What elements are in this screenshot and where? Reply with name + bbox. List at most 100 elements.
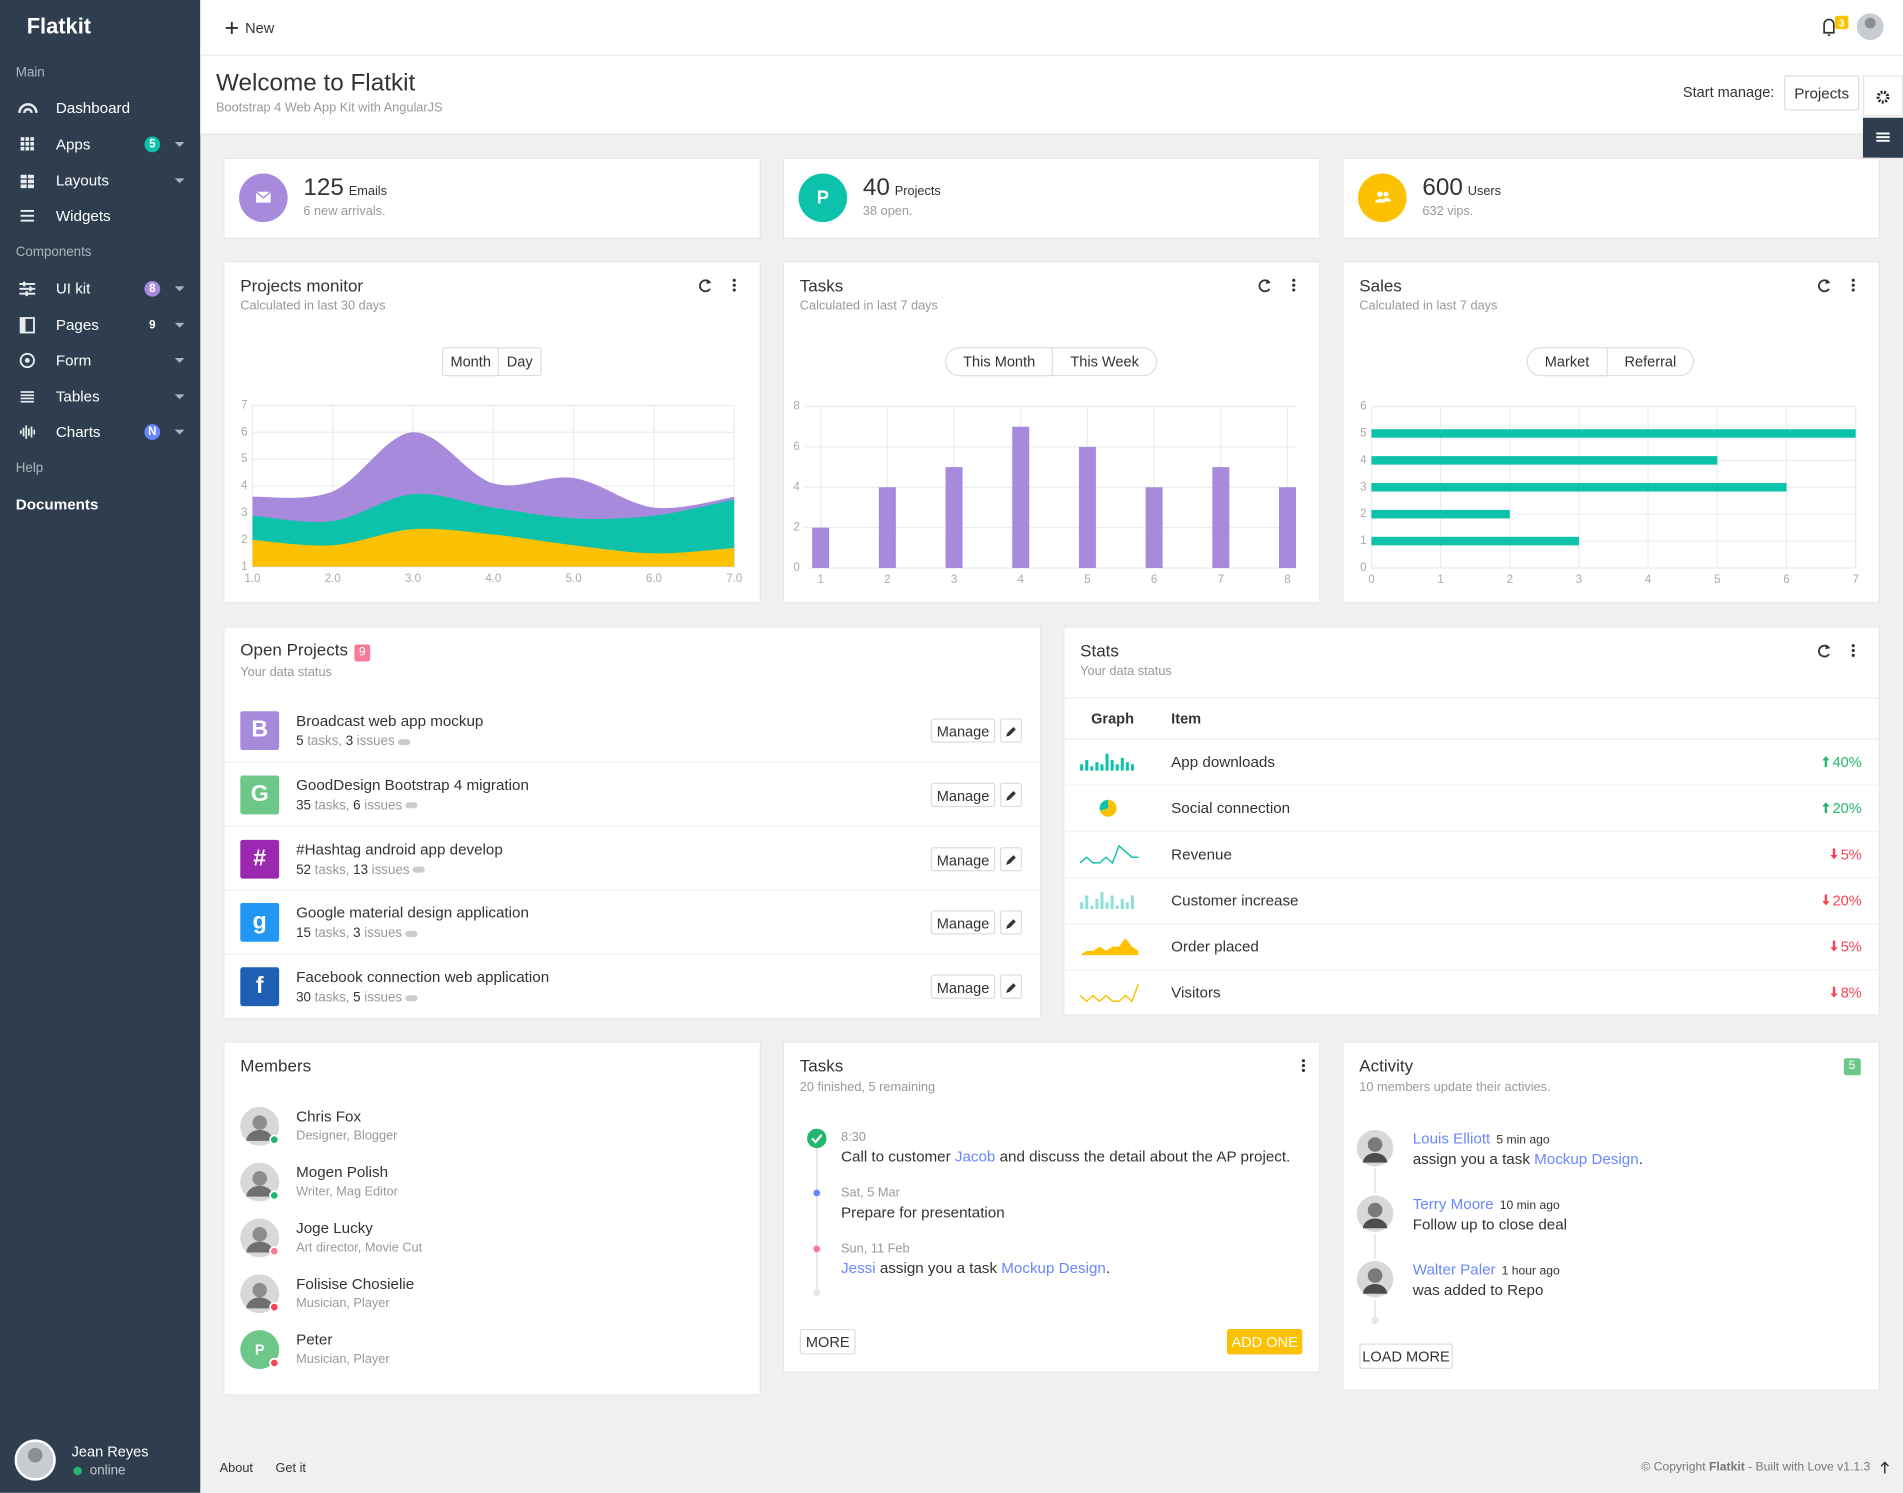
gear-icon <box>1876 90 1890 104</box>
activity-text: assign you a task Mockup Design. <box>1413 1151 1643 1168</box>
link[interactable]: Jessi <box>841 1259 876 1277</box>
edit-button <box>1000 718 1022 743</box>
nav-icon <box>25 141 30 146</box>
tab[interactable]: Day <box>499 347 542 377</box>
avatar-face <box>252 1115 268 1130</box>
nav-item[interactable]: Charts <box>55 423 101 441</box>
member-role: Art director, Movie Cut <box>296 1240 423 1255</box>
member-name[interactable]: Joge Lucky <box>296 1219 373 1237</box>
spark-line <box>1079 844 1139 865</box>
nav-item[interactable]: Dashboard <box>55 99 131 117</box>
member-name[interactable]: Folisise Chosielie <box>296 1275 415 1293</box>
avatar-body <box>246 1241 274 1253</box>
manage-select[interactable]: Projects <box>1784 75 1860 111</box>
summary-value-line: 600 Users <box>1422 174 1501 202</box>
footer-link[interactable]: About <box>219 1461 253 1476</box>
tab[interactable]: This Week <box>1053 347 1158 377</box>
footer-link[interactable]: Get it <box>275 1461 306 1476</box>
load-more-button[interactable]: LOAD MORE <box>1359 1343 1453 1369</box>
nav-icon <box>20 179 27 184</box>
sidebar <box>0 0 201 1493</box>
activity-time: 1 hour ago <box>1501 1264 1560 1278</box>
add-button[interactable]: ADD ONE <box>1227 1328 1303 1355</box>
nav-icon <box>19 352 35 369</box>
column-header: Item <box>1171 709 1202 727</box>
tab[interactable]: Referral <box>1607 347 1695 377</box>
new-button[interactable]: New <box>245 19 275 37</box>
manage-button[interactable]: Manage <box>930 782 996 807</box>
progress-pill <box>405 930 418 937</box>
project-name[interactable]: Google material design application <box>296 904 529 922</box>
bell-icon <box>1823 18 1835 37</box>
link[interactable]: Mockup Design <box>1001 1259 1106 1277</box>
caret <box>174 429 185 435</box>
project-name[interactable]: Broadcast web app mockup <box>296 712 484 730</box>
x-tick-label: 1 <box>817 574 823 586</box>
spark-bar <box>1110 760 1114 771</box>
member-role: Designer, Blogger <box>296 1128 398 1144</box>
manage-button[interactable]: Manage <box>930 846 996 871</box>
project-meta: 5 tasks, 3 issues <box>296 734 411 749</box>
timeline-marker <box>807 1128 827 1149</box>
task-text: Call to customer Jacob and discuss the d… <box>841 1148 1290 1165</box>
x-tick-label: 5 <box>1084 574 1090 586</box>
spark-bar <box>1105 902 1109 910</box>
pencil-icon <box>1006 983 1016 994</box>
project-name[interactable]: GoodDesign Bootstrap 4 migration <box>296 776 529 794</box>
manage-button[interactable]: Manage <box>930 910 996 935</box>
nav-badge: 8 <box>149 282 156 296</box>
tab[interactable]: Month <box>441 347 500 377</box>
notification-badge[interactable]: 3 <box>1838 16 1845 29</box>
task-text-part: assign you a task <box>875 1259 1002 1277</box>
x-tick-label: 4.0 <box>485 573 501 585</box>
nav-item[interactable]: Form <box>55 351 92 369</box>
trend-arrow <box>1822 802 1830 814</box>
manage-button[interactable]: Manage <box>930 718 996 743</box>
tab[interactable]: This Month <box>944 347 1054 377</box>
nav-item[interactable]: Documents <box>15 496 99 514</box>
stat-change: 40% <box>1822 754 1862 771</box>
x-tick-label: 6 <box>1783 574 1789 586</box>
member-role: Musician, Player <box>296 1352 390 1367</box>
stat-change: 8% <box>1830 984 1862 1001</box>
timeline-marker <box>813 1189 821 1197</box>
nav-icon <box>20 146 25 151</box>
refresh-icon <box>1265 279 1271 284</box>
task-time: Sat, 5 Mar <box>841 1185 900 1201</box>
project-icon: B <box>240 711 280 751</box>
tab[interactable]: Market <box>1526 347 1608 377</box>
x-tick-label: 7 <box>1852 574 1858 586</box>
caret <box>174 358 185 363</box>
nav-item[interactable]: Widgets <box>55 207 111 225</box>
refresh-icon <box>706 279 712 284</box>
activity-name[interactable]: Louis Elliott <box>1412 1129 1491 1147</box>
project-name[interactable]: #Hashtag android app develop <box>296 840 503 858</box>
trend-arrow <box>1830 848 1838 860</box>
member-name[interactable]: Mogen Polish <box>296 1163 389 1181</box>
member-name[interactable]: Peter <box>296 1331 333 1349</box>
spark-bar <box>1080 902 1084 910</box>
card-title: Sales <box>1359 275 1402 295</box>
nav-icon <box>20 209 34 212</box>
nav-item[interactable]: UI kit <box>55 280 91 298</box>
more-button[interactable]: MORE <box>799 1328 856 1355</box>
member-name[interactable]: Chris Fox <box>296 1108 362 1126</box>
manage-button[interactable]: Manage <box>930 974 996 1000</box>
y-tick-label: 6 <box>241 426 247 438</box>
link[interactable]: Jacob <box>954 1148 996 1166</box>
nav-section: Main <box>15 65 45 81</box>
nav-item[interactable]: Layouts <box>55 172 109 190</box>
nav-item[interactable]: Pages <box>55 316 99 334</box>
summary-value-line: 40 Projects <box>863 174 941 202</box>
manage-label: Start manage: <box>1682 83 1775 101</box>
nav-item[interactable]: Tables <box>55 388 100 406</box>
project-name[interactable]: Facebook connection web application <box>296 968 550 986</box>
nav-item[interactable]: Apps <box>55 135 91 153</box>
x-tick-label: 2 <box>1507 574 1513 586</box>
activity-name[interactable]: Walter Paler <box>1412 1260 1496 1278</box>
stat-item: Customer increase <box>1171 892 1299 910</box>
activity-name[interactable]: Terry Moore <box>1412 1195 1494 1213</box>
link[interactable]: Mockup Design <box>1534 1150 1639 1168</box>
bar <box>1145 487 1163 568</box>
nav-icon <box>30 141 34 146</box>
